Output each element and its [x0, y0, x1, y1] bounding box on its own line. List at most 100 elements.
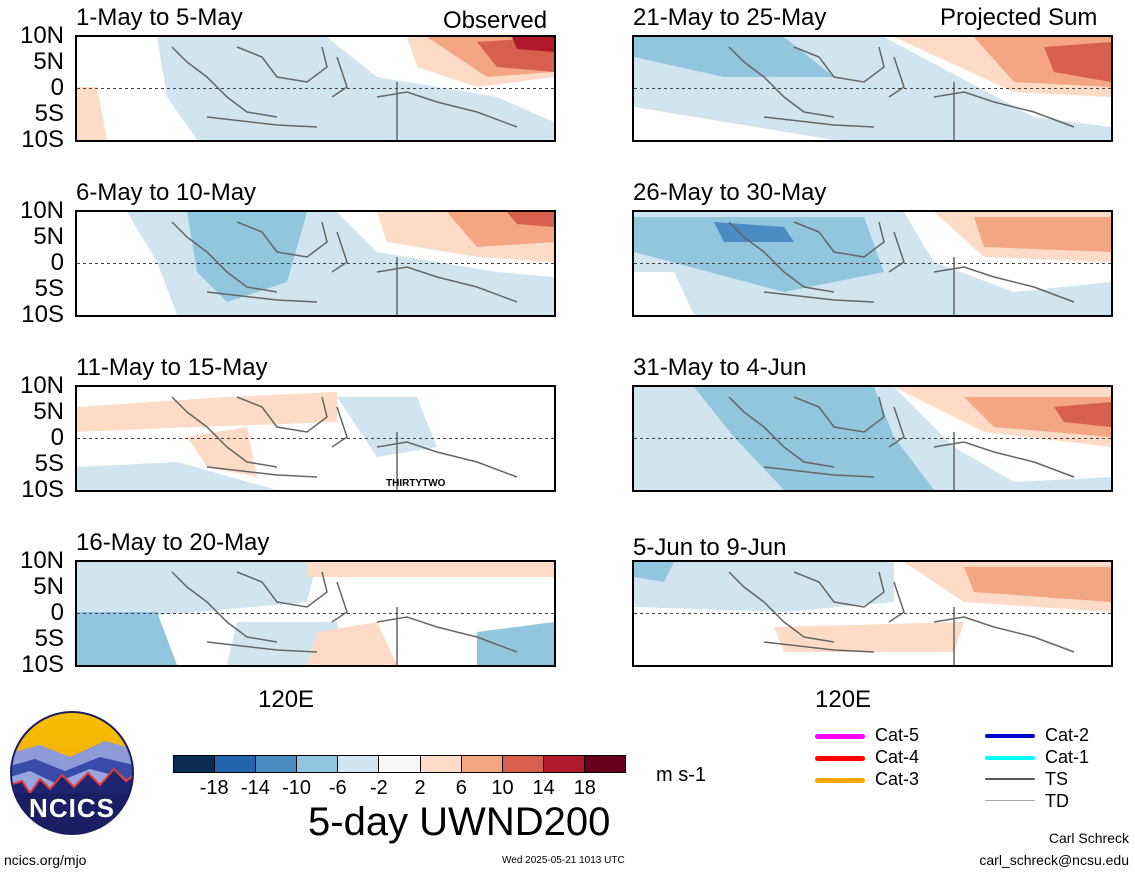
colorbar-tick-label: 14 [532, 777, 555, 799]
y-tick-label: 10S [21, 476, 64, 503]
contour-fill [1054, 402, 1111, 427]
legend-label: Cat-3 [875, 769, 920, 789]
y-tick-label: 10N [19, 197, 64, 224]
colorbar-swatch [420, 756, 462, 772]
contour-fill [974, 217, 1111, 252]
coastline [171, 46, 518, 140]
contour-fill [477, 622, 554, 665]
map-field [77, 562, 554, 665]
contour-fill [507, 212, 554, 227]
panel-title: 1-May to 5-May [76, 4, 243, 31]
y-tick-label: 10S [21, 651, 64, 678]
colorbar-swatch [215, 756, 257, 772]
x-tick-label: 120E [258, 686, 315, 713]
y-tick-label: 10N [19, 547, 64, 574]
contour-fill [634, 37, 834, 77]
colorbar [173, 755, 626, 773]
coastline [171, 221, 518, 315]
contour-fill [77, 612, 177, 665]
x-tick-label: 120E [815, 686, 872, 713]
map-panel-4 [75, 560, 556, 667]
colorbar-swatch [174, 756, 216, 772]
panel-title: 31-May to 4-Jun [633, 354, 807, 381]
colorbar-tick-label: 10 [491, 777, 514, 799]
colorbar-tick-label: 6 [455, 777, 467, 799]
coastline [728, 221, 1075, 315]
footer-timestamp: Wed 2025-05-21 1013 UTC [502, 855, 625, 866]
map-panel-5 [632, 35, 1113, 142]
panel-title: 21-May to 25-May [633, 4, 827, 31]
map-field [634, 212, 1111, 315]
legend-swatch [985, 800, 1035, 801]
contour-fill [337, 397, 437, 457]
legend-swatch [815, 756, 865, 761]
map-field [634, 562, 1111, 665]
y-tick-label: 5N [33, 48, 64, 75]
y-tick-label: 5N [33, 573, 64, 600]
colorbar-tick-label: 2 [414, 777, 426, 799]
legend-label: TD [1045, 791, 1069, 811]
contour-fill [1044, 42, 1111, 82]
colorbar-tick-label: -10 [282, 777, 311, 799]
legend-label: Cat-2 [1045, 725, 1090, 745]
footer-url: ncics.org/mjo [4, 852, 87, 868]
legend-label: Cat-4 [875, 747, 920, 767]
colorbar-tick-label: -14 [240, 777, 270, 799]
figure-title: 5-day UWND200 [308, 800, 611, 844]
map-field [634, 37, 1111, 140]
y-tick-label: 5N [33, 223, 64, 250]
legend-label: TS [1045, 769, 1069, 789]
y-tick-label: 0 [50, 249, 64, 276]
legend-label: Cat-5 [875, 725, 920, 745]
storm-label: THIRTYTWO [386, 478, 446, 489]
legend-swatch [985, 778, 1035, 780]
colorbar-tick-label: -18 [199, 777, 229, 799]
contour-fill [187, 212, 307, 302]
colorbar-tick-label: -2 [370, 777, 388, 799]
contour-fill [307, 562, 554, 577]
colorbar-swatch [379, 756, 421, 772]
y-tick-label: 0 [50, 599, 64, 626]
contour-fill [77, 562, 317, 622]
map-panel-8 [632, 560, 1113, 667]
panel-title: 5-Jun to 9-Jun [633, 534, 787, 561]
y-tick-label: 0 [50, 74, 64, 101]
coastline [728, 46, 1075, 140]
map-field [77, 212, 554, 315]
colorbar-swatch [338, 756, 380, 772]
panel-title: 26-May to 30-May [633, 179, 827, 206]
y-tick-label: 5N [33, 398, 64, 425]
contour-fill [634, 562, 674, 582]
panel-tag: Projected Sum [940, 4, 1098, 31]
footer-email: carl_schreck@ncsu.edu [979, 852, 1129, 868]
contour-fill [964, 567, 1111, 602]
map-field [634, 387, 1111, 490]
colorbar-swatch [297, 756, 339, 772]
contour-fill [77, 87, 107, 140]
legend-label: Cat-1 [1045, 747, 1090, 767]
map-panel-2 [75, 210, 556, 317]
panel-tag: Observed [443, 7, 548, 34]
panel-title: 11-May to 15-May [76, 354, 268, 381]
y-tick-label: 0 [50, 424, 64, 451]
colorbar-swatch [584, 756, 626, 772]
y-tick-label: 5S [34, 275, 64, 302]
logo-text: NCICS [29, 793, 115, 823]
contour-fill [307, 622, 397, 665]
colorbar-units: m s-1 [656, 764, 706, 786]
legend-swatch [985, 756, 1035, 760]
contour-fill [634, 562, 894, 612]
contour-fill [77, 462, 277, 490]
map-panel-7 [632, 385, 1113, 492]
coastline [171, 396, 518, 490]
panel-title: 16-May to 20-May [76, 529, 270, 556]
y-tick-label: 10N [19, 372, 64, 399]
contour-fill [774, 622, 964, 652]
ncics-logo: NCICS [10, 711, 134, 835]
map-field [77, 37, 554, 140]
contour-fill [634, 272, 694, 315]
map-panel-6 [632, 210, 1113, 317]
y-tick-label: 10S [21, 126, 64, 153]
legend-swatch [985, 734, 1035, 738]
footer-author: Carl Schreck [1048, 830, 1129, 846]
